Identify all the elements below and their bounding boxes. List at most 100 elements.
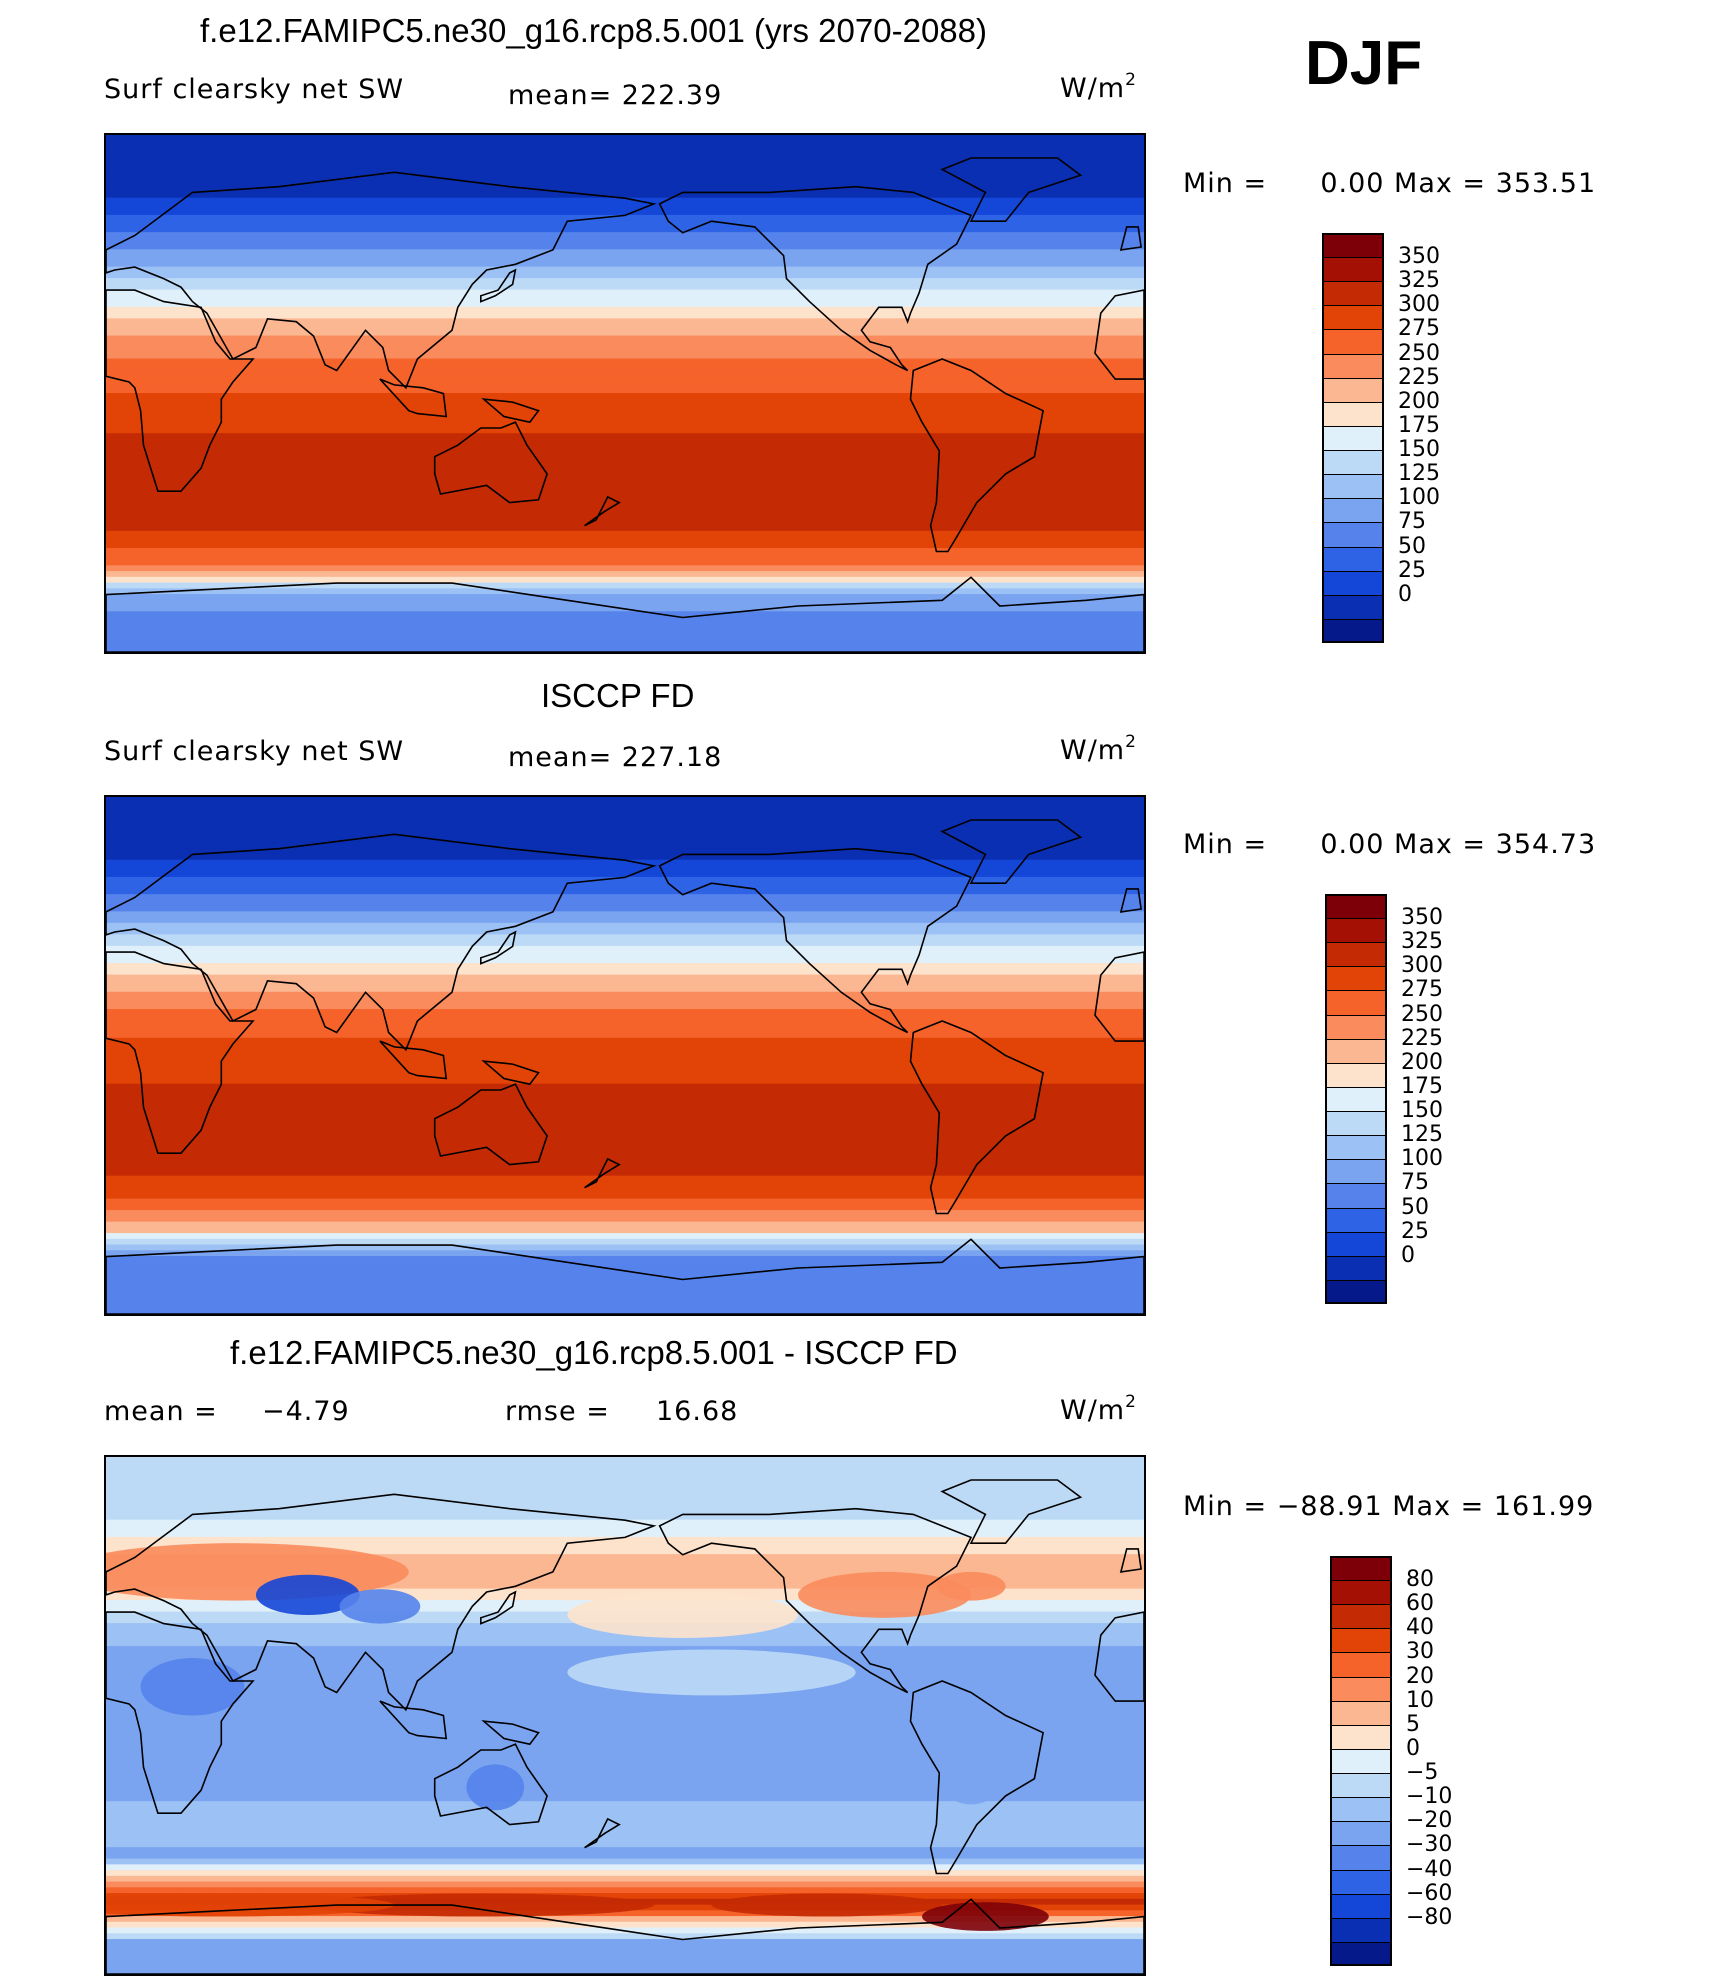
colorbar-swatch — [1325, 1159, 1387, 1184]
zonal-band — [106, 1743, 1144, 1751]
zonal-band — [106, 191, 1144, 199]
zonal-band — [106, 1049, 1144, 1056]
colorbar-tick-label: 325 — [1401, 929, 1443, 955]
zonal-band — [106, 496, 1144, 504]
colorbar-tick-label: 25 — [1398, 557, 1426, 583]
mean-value: −4.79 — [262, 1396, 350, 1427]
zonal-band — [106, 1962, 1144, 1969]
zonal-band — [106, 490, 1144, 498]
zonal-band — [106, 1055, 1144, 1062]
colorbar-diff: 80 60 40 30 20 10 5 0 −5 −10 −20 −30 −40 −60 −80 — [1330, 1556, 1452, 1966]
zonal-band — [106, 1548, 1144, 1556]
colorbar-swatch — [1325, 1135, 1387, 1160]
coastlines — [106, 1479, 1144, 1974]
zonal-band — [106, 329, 1144, 337]
colorbar-tick-label: 125 — [1401, 1122, 1443, 1148]
min-value: −88.91 — [1276, 1491, 1383, 1522]
colorbar-swatch — [1330, 1604, 1392, 1629]
zonal-band — [106, 375, 1144, 383]
zonal-band — [106, 848, 1144, 855]
zonal-band — [106, 963, 1144, 970]
units-text: W/m — [1060, 73, 1126, 104]
zonal-band — [106, 283, 1144, 291]
min-label: Min = — [1183, 168, 1268, 199]
zonal-band — [106, 1118, 1144, 1125]
zonal-band — [106, 1577, 1144, 1584]
zonal-band — [106, 513, 1144, 521]
season-label: DJF — [1305, 29, 1423, 98]
min-max-label: Min = 0.00 Max = 354.73 — [1183, 829, 1596, 860]
zonal-band — [106, 519, 1144, 527]
zonal-band — [106, 611, 1144, 619]
units-text: W/m — [1060, 735, 1126, 766]
zonal-band — [106, 565, 1144, 573]
colorbar-tick-label: 40 — [1406, 1615, 1434, 1641]
anomaly-region — [466, 1764, 525, 1811]
max-value: 353.51 — [1495, 168, 1597, 199]
zonal-band — [106, 295, 1144, 303]
coastline — [106, 1238, 1144, 1314]
coastline — [106, 951, 255, 1154]
zonal-band — [106, 1967, 1144, 1974]
anomaly-region — [711, 1893, 943, 1917]
zonal-band — [106, 1835, 1144, 1843]
colorbar-swatch — [1325, 966, 1387, 991]
colorbar-swatch — [1325, 942, 1387, 967]
zonal-band — [106, 438, 1144, 446]
zonal-band — [106, 1582, 1144, 1590]
zonal-band — [106, 1950, 1144, 1958]
zonal-band — [106, 1778, 1144, 1785]
coastline — [1119, 226, 1143, 251]
max-value: 161.99 — [1493, 1491, 1595, 1522]
zonal-band — [106, 1944, 1144, 1952]
coastline — [909, 358, 1045, 553]
zonal-band — [106, 1829, 1144, 1837]
zonal-band — [106, 853, 1144, 861]
zonal-band — [106, 174, 1144, 182]
colorbar-swatch — [1322, 546, 1384, 571]
zonal-band — [106, 871, 1144, 878]
zonal-band — [106, 1703, 1144, 1711]
coastline — [106, 833, 657, 1052]
zonal-band — [106, 1715, 1144, 1722]
zonal-band — [106, 1513, 1144, 1521]
colorbar-swatch — [1325, 1038, 1387, 1063]
colorbar-swatch — [1330, 1893, 1392, 1918]
colorbar-tick-label: 175 — [1398, 412, 1440, 438]
colorbar-swatch — [1330, 1917, 1392, 1942]
zonal-band — [106, 255, 1144, 262]
zonal-band — [106, 387, 1144, 394]
zonal-band — [106, 1801, 1144, 1808]
zonal-band — [106, 301, 1144, 308]
zonal-band — [106, 324, 1144, 331]
zonal-band — [106, 1135, 1144, 1143]
zonal-band — [106, 1462, 1144, 1469]
zonal-band — [106, 1473, 1144, 1481]
zonal-band — [106, 1164, 1144, 1171]
zonal-band — [106, 249, 1144, 257]
colorbar-swatch — [1330, 1628, 1392, 1653]
coastline — [481, 1060, 540, 1086]
anomaly-region — [106, 1893, 395, 1917]
colorbar-swatch — [1330, 1773, 1392, 1798]
map-canvas — [106, 1457, 1144, 1974]
coastline — [379, 1040, 448, 1080]
anomaly-region — [930, 1712, 1012, 1805]
coastline — [1094, 289, 1144, 380]
coastline — [481, 398, 540, 424]
zonal-band — [106, 1847, 1144, 1854]
zonal-band — [106, 1204, 1144, 1212]
zonal-band — [106, 1014, 1144, 1022]
zonal-band — [106, 312, 1144, 320]
zonal-band — [106, 802, 1144, 809]
zonal-band — [106, 266, 1144, 274]
zonal-band — [106, 1818, 1144, 1826]
zonal-band — [106, 1933, 1144, 1941]
colorbar-swatch — [1322, 474, 1384, 499]
zonal-band — [106, 186, 1144, 193]
colorbar-swatch — [1330, 1652, 1392, 1677]
colorbar-swatch — [1322, 377, 1384, 402]
coastline — [584, 495, 621, 527]
zonal-band — [106, 398, 1144, 406]
zonal-band — [106, 1939, 1144, 1946]
